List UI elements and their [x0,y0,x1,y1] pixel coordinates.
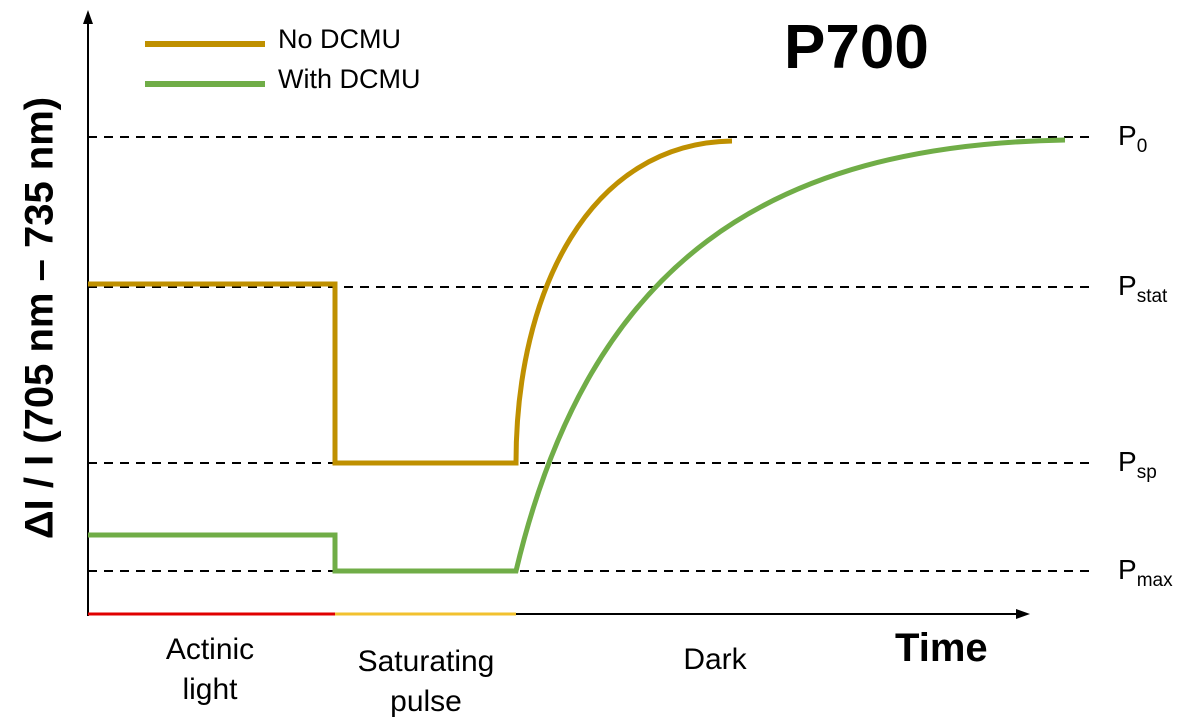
phase-actinic-line2: light [182,673,238,706]
chart-title: P700 [784,13,929,82]
phase-label-dark: Dark [650,640,780,680]
level-base-pstat: P [1118,270,1137,301]
level-label-pstat: Pstat [1118,270,1167,308]
level-sub-pmax: max [1136,570,1173,591]
level-sub-p0: 0 [1136,136,1148,157]
level-label-p0: P0 [1118,120,1147,158]
level-sub-psp: sp [1136,462,1157,483]
legend-swatch-with-dcmu [145,81,265,87]
phase-saturating-line2: pulse [390,685,462,718]
level-base-pmax: P [1118,554,1137,585]
x-axis-arrow [1016,609,1030,619]
level-sub-pstat: stat [1136,286,1168,307]
phase-saturating-line1: Saturating [357,645,495,678]
y-axis-label-text: ΔI / I (705 nm – 735 nm) [17,96,62,540]
phase-label-actinic-light: Actinic light [130,630,290,710]
level-label-psp: Psp [1118,446,1157,484]
phase-dark-line1: Dark [683,643,747,676]
level-label-pmax: Pmax [1118,554,1173,592]
legend-label-no-dcmu: No DCMU [278,24,402,54]
no-dcmu-trace [88,138,733,466]
phase-actinic-line1: Actinic [165,633,255,666]
phase-label-saturating-pulse: Saturating pulse [335,642,517,722]
legend-label-with-dcmu: With DCMU [278,64,421,94]
with-dcmu-trace [88,137,1066,574]
level-base-p0: P [1118,120,1137,151]
y-axis-arrow [83,10,93,24]
legend-swatch-no-dcmu [145,41,265,47]
x-axis-label: Time [895,626,988,670]
level-base-psp: P [1118,446,1137,477]
